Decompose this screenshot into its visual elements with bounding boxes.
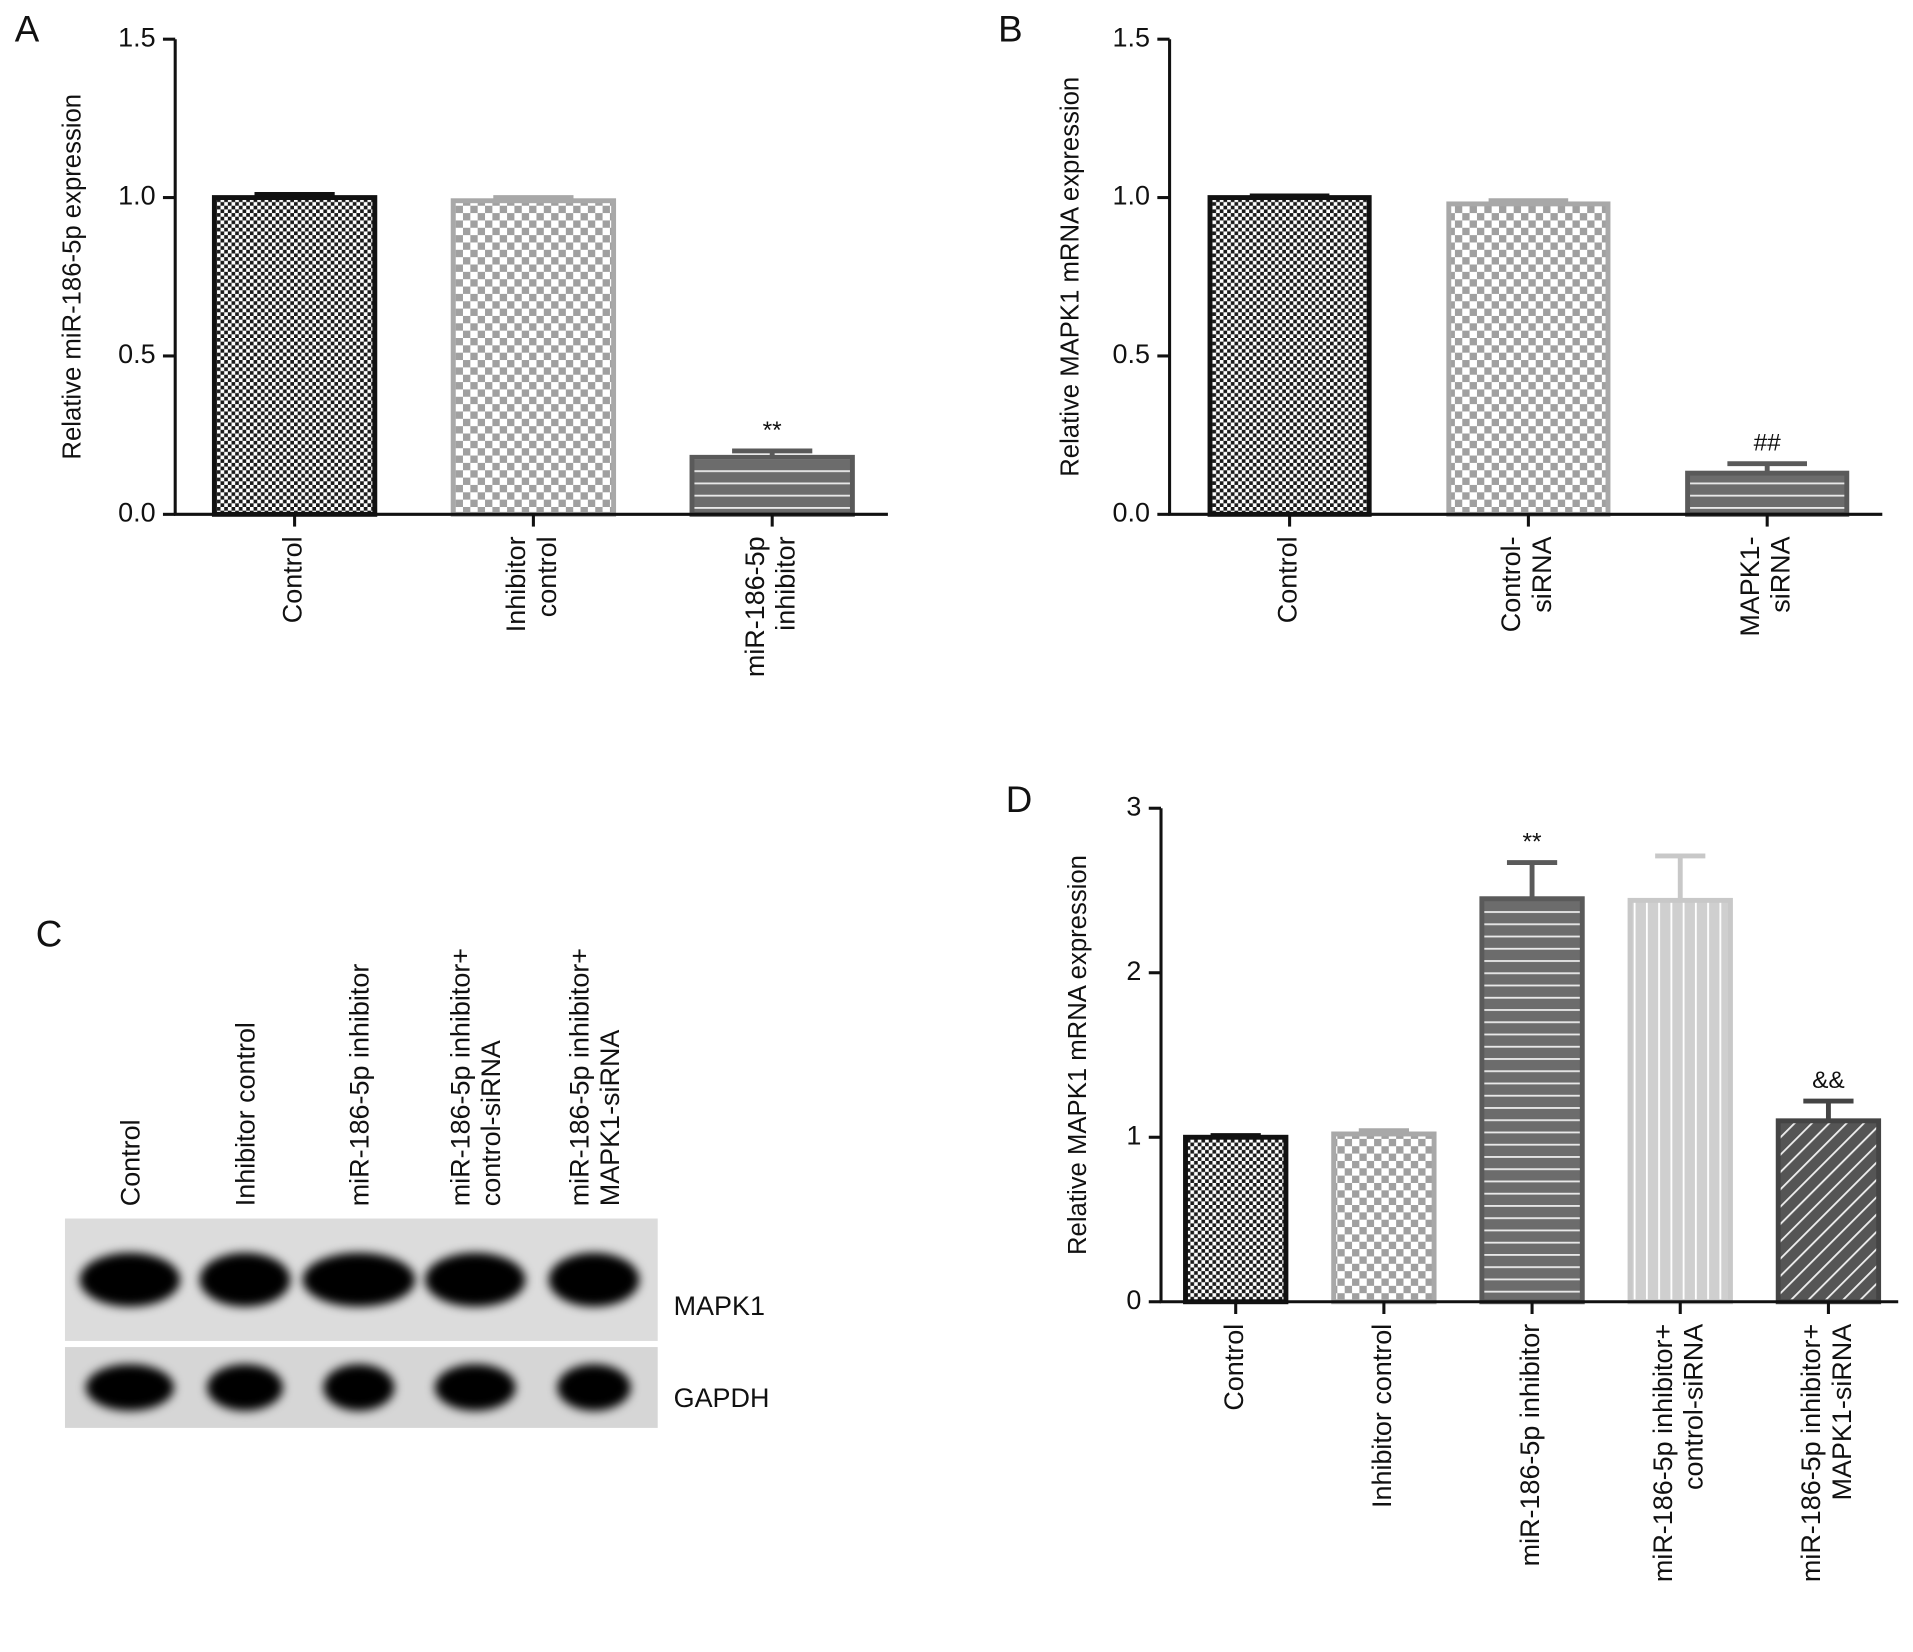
blot-band (323, 1364, 395, 1411)
y-axis-label: Relative miR-186-5p expression (58, 94, 86, 460)
x-tick-label: Control- (1496, 536, 1526, 632)
western-blot (64, 1218, 658, 1428)
x-tick-label: miR-186-5p (740, 536, 770, 677)
x-tick-label: MAPK1-siRNA (1827, 1324, 1857, 1501)
blot-band (207, 1364, 283, 1411)
error-bar (1655, 853, 1706, 901)
bar (689, 454, 855, 517)
x-tick-label: Inhibitor control (1367, 1324, 1397, 1508)
y-tick-label: 0.5 (118, 339, 155, 369)
y-tick-label: 0 (1126, 1285, 1141, 1315)
x-tick-label: Control (1273, 536, 1303, 623)
lane-label: miR-186-5p inhibitor (344, 964, 374, 1207)
panel-label: D (1006, 779, 1033, 820)
panel-label: C (36, 914, 63, 955)
blot-band (557, 1364, 631, 1411)
y-tick-label: 1.0 (1113, 181, 1150, 211)
bar (1479, 896, 1585, 1305)
blot-band (199, 1252, 291, 1307)
y-tick-label: 0.0 (118, 497, 155, 527)
lane-label: miR-186-5p inhibitor+ (564, 948, 594, 1206)
bar (450, 198, 617, 517)
panel-label: B (998, 9, 1023, 50)
x-tick-label: inhibitor (771, 536, 801, 630)
error-bar (1249, 193, 1330, 199)
lane-label: control-siRNA (476, 1040, 506, 1206)
blot-band (548, 1252, 640, 1307)
lane-label: Control (115, 1119, 145, 1206)
protein-label: GAPDH (674, 1383, 770, 1413)
error-bar (1488, 198, 1569, 204)
protein-label: MAPK1 (674, 1291, 765, 1321)
bar (1685, 470, 1850, 517)
error-bar (1358, 1128, 1409, 1134)
error-bar (1506, 860, 1558, 899)
x-tick-label: control (532, 536, 562, 617)
x-tick-label: Inhibitor (501, 536, 531, 632)
bar (1775, 1118, 1882, 1305)
x-tick-label: control-siRNA (1679, 1324, 1709, 1490)
blot-band (85, 1364, 174, 1411)
x-tick-label: siRNA (1527, 536, 1557, 612)
bar (1183, 1134, 1289, 1305)
blot-band (79, 1252, 181, 1307)
y-tick-label: 0.5 (1113, 339, 1150, 369)
y-tick-label: 0.0 (1113, 497, 1150, 527)
x-tick-label: MAPK1- (1735, 536, 1765, 636)
blot-band (434, 1364, 516, 1411)
y-tick-label: 1.0 (118, 181, 155, 211)
error-bar (254, 191, 335, 198)
bar (1207, 195, 1372, 517)
significance-label: ** (1523, 828, 1543, 855)
lane-label: miR-186-5p inhibitor+ (445, 948, 475, 1206)
y-axis-label: Relative MAPK1 mRNA expression (1064, 855, 1092, 1255)
y-tick-label: 1.5 (118, 22, 155, 52)
y-tick-label: 1 (1126, 1120, 1141, 1150)
x-tick-label: miR-186-5p inhibitor+ (1648, 1324, 1678, 1582)
y-tick-label: 1.5 (1113, 22, 1150, 52)
x-tick-label: miR-186-5p inhibitor (1515, 1324, 1545, 1567)
bar (1446, 201, 1611, 517)
x-tick-label: Control (1219, 1324, 1249, 1411)
error-bar (1210, 1133, 1261, 1139)
significance-label: && (1812, 1067, 1845, 1094)
y-axis-label: Relative MAPK1 mRNA expression (1056, 77, 1084, 477)
bar (1627, 897, 1733, 1305)
error-bar (732, 448, 813, 458)
bar (1331, 1131, 1437, 1305)
significance-label: ** (763, 417, 783, 444)
blot-band (302, 1252, 416, 1307)
lane-label: Inhibitor control (231, 1022, 261, 1206)
error-bar (1727, 461, 1807, 474)
error-bar (1803, 1098, 1854, 1121)
y-tick-label: 3 (1126, 791, 1141, 821)
bar (211, 195, 378, 517)
lane-label: MAPK1-siRNA (595, 1030, 625, 1207)
blot-band (425, 1252, 526, 1307)
significance-label: ## (1754, 430, 1782, 457)
x-tick-label: Control (278, 536, 308, 623)
panel-label: A (15, 9, 40, 50)
x-tick-label: siRNA (1766, 536, 1796, 612)
x-tick-label: miR-186-5p inhibitor+ (1796, 1324, 1826, 1582)
y-tick-label: 2 (1126, 956, 1141, 986)
error-bar (493, 195, 574, 201)
